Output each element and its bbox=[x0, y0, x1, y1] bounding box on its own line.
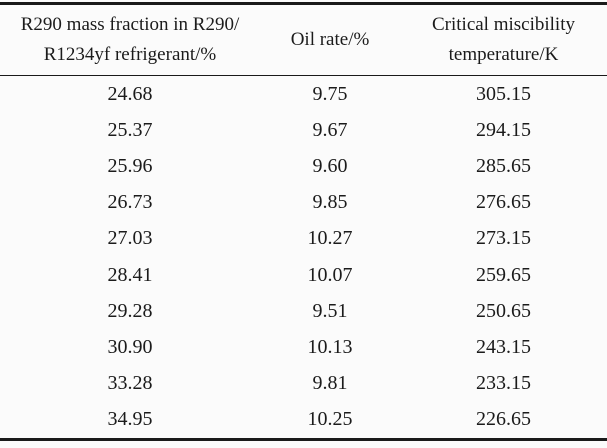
cell-mass-fraction: 25.37 bbox=[107, 118, 153, 141]
cell-mass-fraction: 27.03 bbox=[107, 227, 153, 250]
table-row: 26.73 9.85 276.65 bbox=[0, 185, 607, 221]
table-row: 25.37 9.67 294.15 bbox=[0, 112, 607, 148]
cell-mass-fraction: 33.28 bbox=[107, 372, 153, 395]
cell-critical-temperature: 243.15 bbox=[476, 335, 531, 358]
column-header-line: R290 mass fraction in R290/ bbox=[20, 14, 240, 35]
table-body: 24.68 9.75 305.15 25.37 9.67 294.15 25.9… bbox=[0, 76, 607, 440]
cell-oil-rate: 9.51 bbox=[312, 299, 348, 322]
cell-critical-temperature: 226.65 bbox=[476, 408, 531, 431]
column-header-line: temperature/K bbox=[448, 44, 559, 65]
cell-oil-rate: 9.81 bbox=[312, 372, 348, 395]
cell-critical-temperature: 285.65 bbox=[476, 154, 531, 177]
cell-critical-temperature: 233.15 bbox=[476, 372, 531, 395]
miscibility-data-table: R290 mass fraction in R290/ R1234yf refr… bbox=[0, 2, 607, 441]
header-row: R290 mass fraction in R290/ R1234yf refr… bbox=[0, 3, 607, 76]
cell-critical-temperature: 259.65 bbox=[476, 263, 531, 286]
table-header: R290 mass fraction in R290/ R1234yf refr… bbox=[0, 3, 607, 76]
cell-oil-rate: 10.25 bbox=[307, 408, 353, 431]
table-row: 34.95 10.25 226.65 bbox=[0, 402, 607, 440]
cell-mass-fraction: 24.68 bbox=[107, 82, 153, 105]
column-header-line: R1234yf refrigerant/% bbox=[43, 44, 217, 65]
cell-oil-rate: 9.85 bbox=[312, 191, 348, 214]
cell-critical-temperature: 305.15 bbox=[476, 82, 531, 105]
table-row: 29.28 9.51 250.65 bbox=[0, 293, 607, 329]
cell-critical-temperature: 250.65 bbox=[476, 299, 531, 322]
cell-critical-temperature: 276.65 bbox=[476, 191, 531, 214]
cell-oil-rate: 9.67 bbox=[312, 118, 348, 141]
cell-oil-rate: 10.27 bbox=[307, 227, 353, 250]
column-header-oil-rate: Oil rate/% bbox=[260, 3, 400, 76]
cell-oil-rate: 10.07 bbox=[307, 263, 353, 286]
cell-mass-fraction: 34.95 bbox=[107, 408, 153, 431]
cell-mass-fraction: 25.96 bbox=[107, 154, 153, 177]
cell-mass-fraction: 26.73 bbox=[107, 191, 153, 214]
cell-critical-temperature: 294.15 bbox=[476, 118, 531, 141]
cell-mass-fraction: 30.90 bbox=[107, 335, 153, 358]
cell-oil-rate: 10.13 bbox=[307, 335, 353, 358]
column-header-mass-fraction: R290 mass fraction in R290/ R1234yf refr… bbox=[0, 3, 260, 76]
cell-mass-fraction: 28.41 bbox=[107, 263, 153, 286]
table-row: 24.68 9.75 305.15 bbox=[0, 76, 607, 113]
table-row: 25.96 9.60 285.65 bbox=[0, 148, 607, 184]
column-header-line: Critical miscibility bbox=[431, 14, 575, 35]
table-row: 33.28 9.81 233.15 bbox=[0, 366, 607, 402]
cell-oil-rate: 9.75 bbox=[312, 82, 348, 105]
cell-oil-rate: 9.60 bbox=[312, 154, 348, 177]
table-row: 30.90 10.13 243.15 bbox=[0, 329, 607, 365]
column-header-line: Oil rate/% bbox=[290, 29, 370, 50]
column-header-critical-temperature: Critical miscibility temperature/K bbox=[400, 3, 607, 76]
table-row: 28.41 10.07 259.65 bbox=[0, 257, 607, 293]
cell-mass-fraction: 29.28 bbox=[107, 299, 153, 322]
table-row: 27.03 10.27 273.15 bbox=[0, 221, 607, 257]
cell-critical-temperature: 273.15 bbox=[476, 227, 531, 250]
